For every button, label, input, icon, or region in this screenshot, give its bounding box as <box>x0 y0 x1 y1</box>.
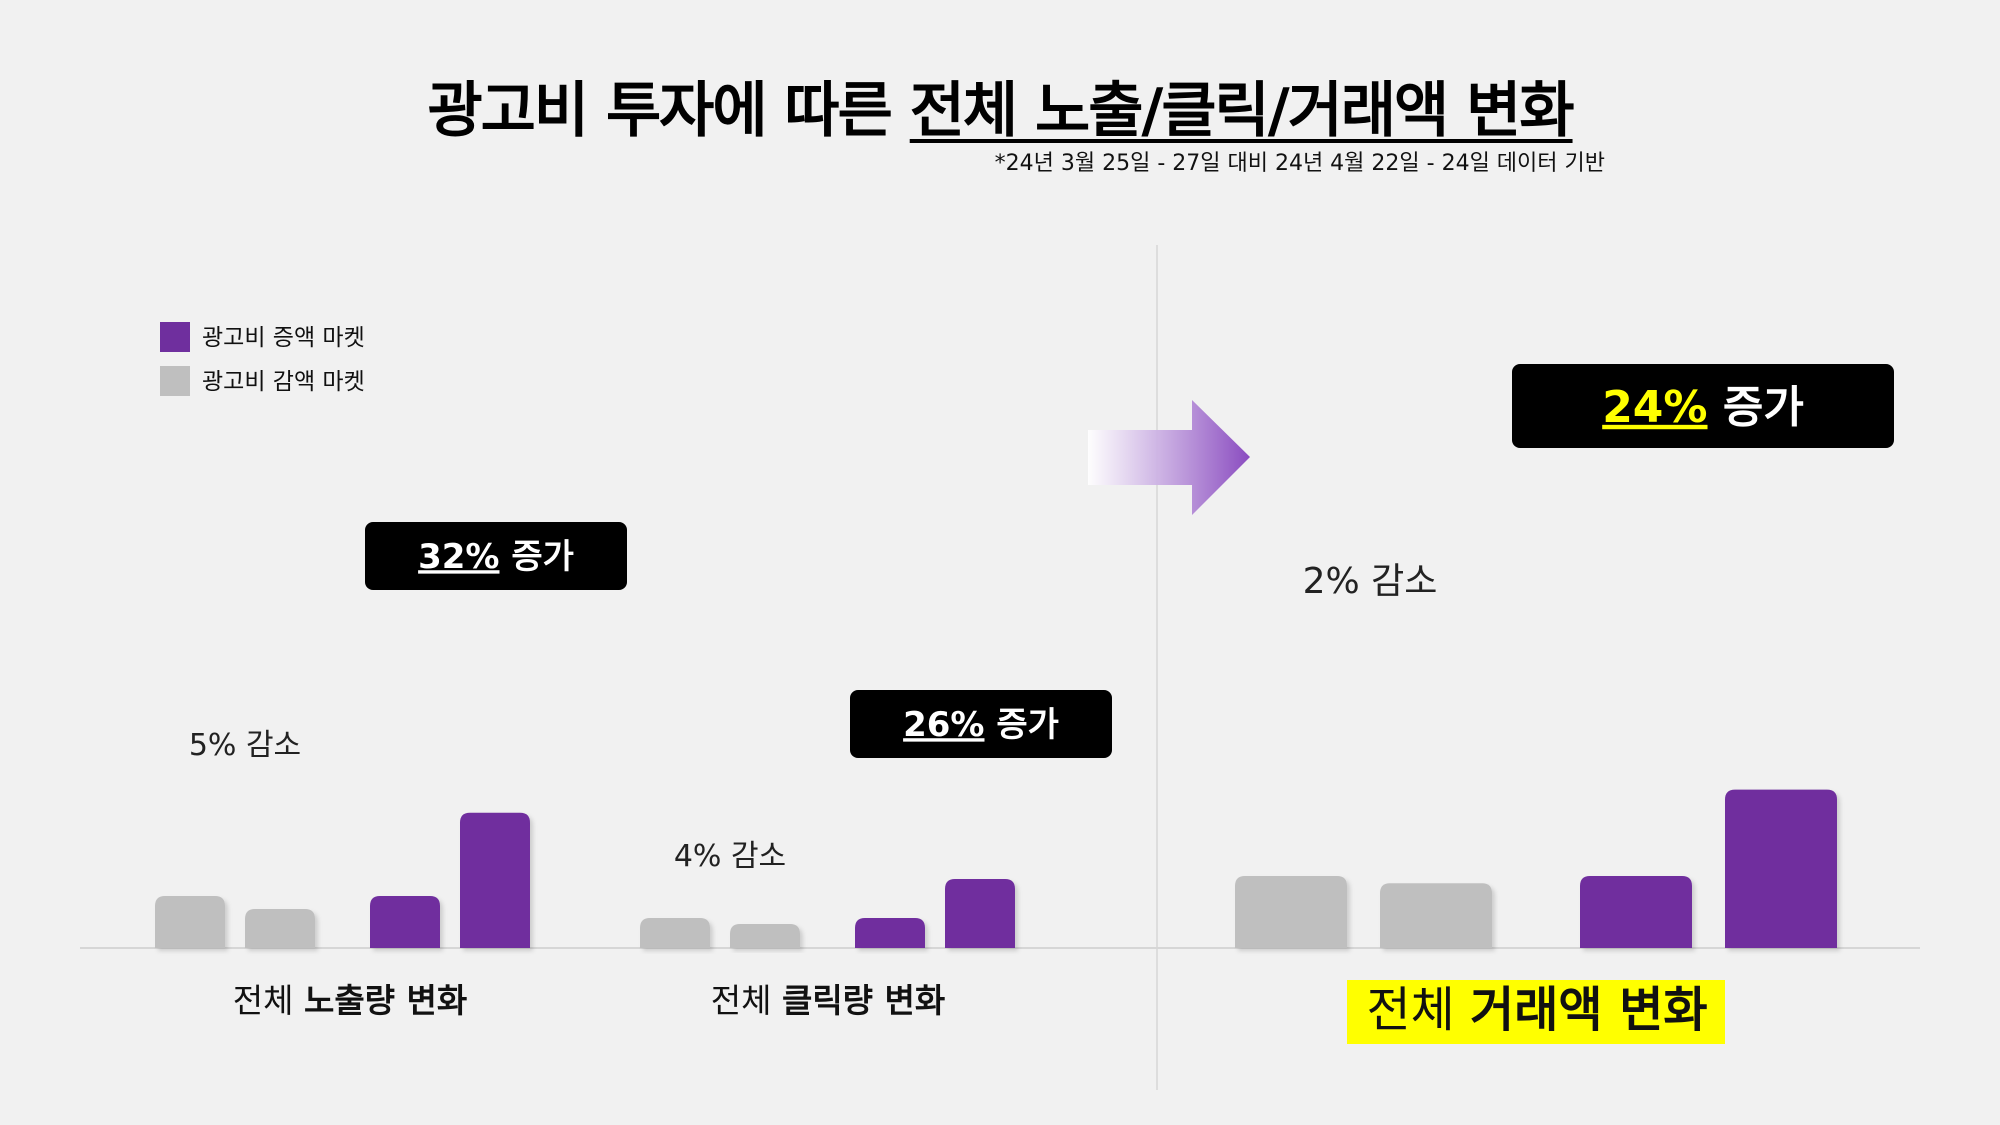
category-title-plain: 전체 <box>711 981 782 1020</box>
increase-suffix: 증가 <box>499 537 573 577</box>
category-title: 전체 노출량 변화 <box>233 981 468 1020</box>
increase-label: 26% 증가 <box>903 705 1059 745</box>
category-title-plain: 전체 <box>233 981 304 1020</box>
bar <box>640 918 710 948</box>
increase-label: 32% 증가 <box>418 537 574 577</box>
category-title: 전체 클릭량 변화 <box>711 981 946 1020</box>
increase-suffix: 증가 <box>1708 382 1804 433</box>
category-title-bold: 노출량 변화 <box>304 981 467 1020</box>
bar <box>945 879 1015 948</box>
increase-badge <box>850 690 1112 758</box>
increase-percent: 26% <box>903 705 984 745</box>
page-title: 광고비 투자에 따른 전체 노출/클릭/거래액 변화 <box>0 62 2000 149</box>
category-title: 전체 거래액 변화 <box>1366 982 1707 1038</box>
legend-swatch <box>160 366 190 396</box>
bar <box>730 924 800 948</box>
legend-label: 광고비 감액 마켓 <box>202 369 365 395</box>
bar <box>1580 876 1692 948</box>
bar <box>855 918 925 948</box>
title-prefix: 광고비 투자에 따른 <box>427 76 910 146</box>
bar <box>370 896 440 948</box>
category-title-bold: 클릭량 변화 <box>782 981 945 1020</box>
bar <box>460 812 530 948</box>
increase-percent: 24% <box>1602 382 1707 433</box>
legend-label: 광고비 증액 마켓 <box>202 325 365 351</box>
arrow-right-icon <box>1088 400 1250 515</box>
increase-label: 24% 증가 <box>1602 382 1804 433</box>
bar <box>1725 789 1837 948</box>
decrease-label: 4% 감소 <box>674 839 786 874</box>
bar <box>1235 876 1347 948</box>
category-title-plain: 전체 <box>1366 982 1470 1038</box>
category-title-bold: 거래액 변화 <box>1470 982 1708 1038</box>
increase-suffix: 증가 <box>984 705 1058 745</box>
title-highlight-box <box>1347 980 1725 1044</box>
data-source-note: *24년 3월 25일 - 27일 대비 24년 4월 22일 - 24일 데이… <box>994 151 1605 176</box>
decrease-label: 5% 감소 <box>189 728 301 763</box>
title-highlight: 전체 노출/클릭/거래액 변화 <box>909 76 1575 146</box>
increase-badge <box>365 522 627 590</box>
bar <box>1380 883 1492 948</box>
legend-swatch <box>160 322 190 352</box>
increase-badge <box>1512 364 1894 448</box>
bar <box>245 909 315 948</box>
bar <box>155 896 225 948</box>
increase-percent: 32% <box>418 537 499 577</box>
decrease-label: 2% 감소 <box>1303 561 1438 602</box>
